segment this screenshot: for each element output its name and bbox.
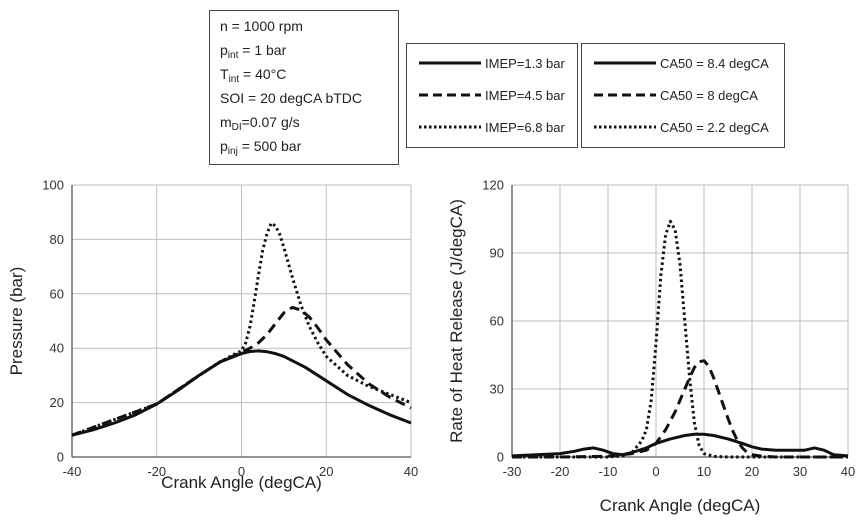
x-tick-label: 40: [841, 464, 855, 479]
legend-item: CA50 = 8 degCA: [594, 86, 758, 104]
legend-label: CA50 = 8.4 degCA: [660, 55, 769, 71]
y-tick-label: 100: [42, 178, 64, 193]
x-tick-label: -30: [503, 464, 522, 479]
series-line-solid: [511, 432, 849, 458]
pressure-chart: -40 -20 0 20 40 0 20 40 60 80 100 Crank Angle (degC…: [7, 178, 418, 493]
legend-item: IMEP=6.8 bar: [419, 118, 565, 136]
x-tick-label: 0: [652, 464, 659, 479]
x-axis-label: Crank Angle (degCA): [600, 496, 761, 515]
x-tick-label: -40: [63, 464, 82, 479]
legend-solid-swatch: [419, 61, 481, 65]
legend-label: CA50 = 8 degCA: [660, 87, 758, 103]
series-line-solid: [71, 349, 412, 437]
legend-label: IMEP=1.3 bar: [485, 55, 565, 71]
legend-label: IMEP=6.8 bar: [485, 119, 565, 135]
legend-item: IMEP=4.5 bar: [419, 86, 565, 104]
y-tick-label: 20: [50, 395, 64, 410]
condition-intake-temperature: Tint = 40°C: [220, 66, 287, 85]
series-line-dotted: [71, 221, 412, 437]
y-tick-label: 90: [490, 246, 504, 261]
condition-speed: n = 1000 rpm: [220, 18, 303, 34]
x-tick-label: 40: [404, 464, 418, 479]
y-axis-label: Rate of Heat Release (J/degCA): [447, 199, 466, 443]
y-tick-label: 120: [482, 178, 504, 193]
legend-item: CA50 = 2.2 degCA: [594, 118, 769, 136]
x-tick-label: 0: [238, 464, 245, 479]
x-axis-label: Crank Angle (degCA): [161, 473, 322, 492]
y-tick-label: 0: [497, 450, 504, 465]
x-tick-label: -20: [147, 464, 166, 479]
legend-solid-swatch: [594, 61, 656, 65]
series-line-dashed: [512, 359, 848, 459]
legend-dashed-swatch: [594, 93, 656, 97]
legend-pressure: IMEP=1.3 bar IMEP=4.5 bar IMEP=6.8 bar: [406, 43, 578, 148]
x-tick-label: 10: [697, 464, 711, 479]
y-tick-label: 0: [57, 450, 64, 465]
x-tick-label: 20: [745, 464, 759, 479]
x-tick-label: 20: [319, 464, 333, 479]
y-axis-label: Pressure (bar): [7, 267, 26, 376]
legend-dotted-swatch: [419, 125, 481, 129]
legend-label: IMEP=4.5 bar: [485, 87, 565, 103]
condition-intake-pressure: pint = 1 bar: [220, 42, 287, 61]
conditions-box: n = 1000 rpm pint = 1 bar Tint = 40°C SO…: [209, 10, 399, 165]
y-tick-label: 60: [50, 286, 64, 301]
legend-dashed-swatch: [419, 93, 481, 97]
heat-release-chart: -30 -20 -10 0 10 20 30 40 0 30 60 90 120 Crank Angle …: [447, 178, 855, 516]
series-line-dotted: [512, 219, 848, 459]
x-tick-label: -20: [551, 464, 570, 479]
legend-item: CA50 = 8.4 degCA: [594, 54, 769, 72]
condition-di-mass: mDI=0.07 g/s: [220, 114, 300, 133]
legend-heat-release: CA50 = 8.4 degCA CA50 = 8 degCA CA50 = 2…: [581, 43, 785, 148]
y-tick-label: 30: [490, 382, 504, 397]
legend-item: IMEP=1.3 bar: [419, 54, 565, 72]
y-tick-label: 80: [50, 232, 64, 247]
y-tick-label: 40: [50, 341, 64, 356]
condition-soi: SOI = 20 degCA bTDC: [220, 90, 363, 106]
x-tick-label: 30: [793, 464, 807, 479]
condition-injection-pressure: pinj = 500 bar: [220, 138, 302, 157]
x-tick-label: -10: [599, 464, 618, 479]
legend-dotted-swatch: [594, 125, 656, 129]
legend-label: CA50 = 2.2 degCA: [660, 119, 769, 135]
y-tick-label: 60: [490, 314, 504, 329]
